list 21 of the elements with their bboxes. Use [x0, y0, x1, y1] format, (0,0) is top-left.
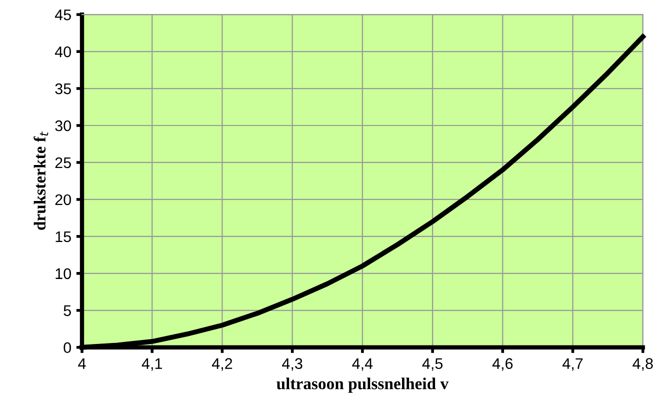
x-tick-label: 4,2	[212, 358, 232, 371]
x-tick-label: 4,5	[422, 358, 443, 371]
y-tick-label: 0	[64, 342, 71, 354]
x-axis-title: ultrasoon pulssnelheid v	[276, 378, 449, 393]
y-tick-label: 40	[54, 46, 71, 58]
x-tick-label: 4,3	[282, 358, 302, 371]
x-tick-label: 4,1	[142, 358, 162, 371]
y-tick-label: 35	[55, 83, 71, 94]
x-tick-label: 4	[78, 358, 86, 369]
y-axis-title: druksterkte f$_{t}$	[34, 131, 48, 230]
y-tick-label: 20	[55, 194, 71, 206]
y-tick-label: 15	[56, 231, 71, 242]
x-tick-label: 4,7	[562, 358, 583, 371]
y-tick-label: 45	[54, 10, 71, 20]
x-tick-label: 4,6	[492, 358, 513, 371]
x-tick-label: 4,8	[632, 358, 653, 371]
x-tick-label: 4,4	[352, 358, 373, 371]
y-tick-label: 25	[55, 157, 71, 168]
y-tick-label: 10	[56, 268, 71, 280]
y-tick-label: 30	[55, 120, 71, 132]
y-tick-label: 5	[64, 305, 71, 316]
